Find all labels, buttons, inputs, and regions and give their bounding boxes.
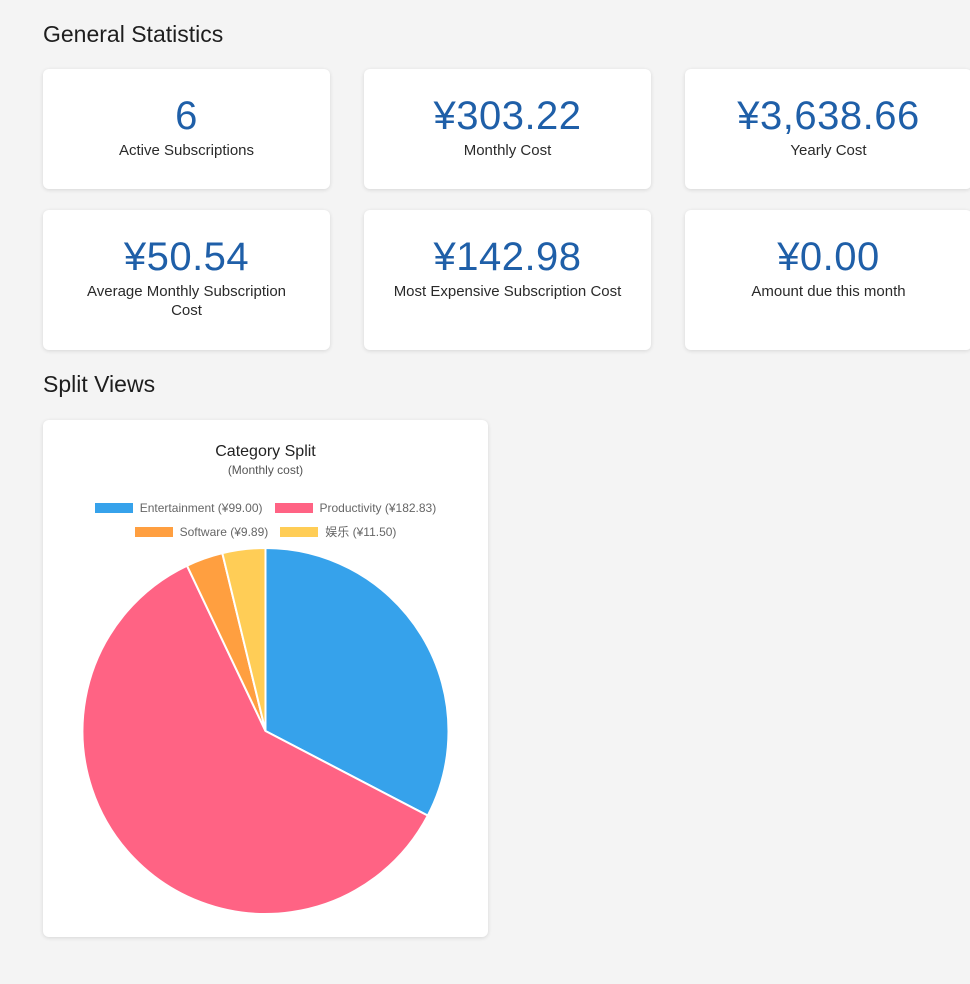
legend-label: Entertainment (¥99.00) <box>139 501 263 515</box>
legend-item-yule[interactable]: 娱乐 (¥11.50) <box>280 523 396 540</box>
section-title-split-views: Split Views <box>43 371 156 397</box>
stat-label: Average Monthly Subscription Cost <box>87 283 286 319</box>
stat-label: Amount due this month <box>751 283 906 300</box>
stat-label: Most Expensive Subscription Cost <box>393 283 622 300</box>
section-title-general-statistics: General Statistics <box>43 21 224 47</box>
stat-value: 6 <box>175 94 198 138</box>
stat-label: Yearly Cost <box>790 142 867 159</box>
pie-slice-entertainment[interactable] <box>264 546 450 817</box>
chart-subtitle: (Monthly cost) <box>227 463 304 477</box>
legend-label: Productivity (¥182.83) <box>319 501 437 515</box>
legend-label: 娱乐 (¥11.50) <box>325 525 397 539</box>
pie-slice-yule[interactable] <box>221 546 267 732</box>
stat-card-amount-due: ¥0.00 Amount due this month <box>685 210 970 350</box>
stat-value: ¥303.22 <box>433 94 582 138</box>
stat-value: ¥3,638.66 <box>737 94 920 138</box>
legend-item-software[interactable]: Software (¥9.89) <box>134 523 269 540</box>
stat-card-active-subscriptions: 6 Active Subscriptions <box>43 69 330 189</box>
stat-label: Monthly Cost <box>463 142 552 159</box>
stat-card-yearly-cost: ¥3,638.66 Yearly Cost <box>685 69 970 189</box>
legend-swatch <box>274 503 313 513</box>
legend-item-productivity[interactable]: Productivity (¥182.83) <box>274 501 437 515</box>
stat-value: ¥50.54 <box>123 235 250 279</box>
legend-label: Software (¥9.89) <box>179 524 269 539</box>
stat-value: ¥0.00 <box>777 235 880 279</box>
stat-card-average-monthly-cost: ¥50.54 Average Monthly Subscription Cost <box>43 210 330 350</box>
legend-item-entertainment[interactable]: Entertainment (¥99.00) <box>94 501 263 515</box>
stat-card-monthly-cost: ¥303.22 Monthly Cost <box>364 69 651 189</box>
stat-value: ¥142.98 <box>433 235 582 279</box>
chart-legend-row: Entertainment (¥99.00) Productivity (¥18… <box>43 501 488 515</box>
pie-slice-productivity[interactable] <box>81 564 430 915</box>
legend-swatch <box>94 503 133 513</box>
chart-title: Category Split <box>215 443 316 460</box>
stat-card-most-expensive-cost: ¥142.98 Most Expensive Subscription Cost <box>364 210 651 350</box>
chart-legend-row: Software (¥9.89) 娱乐 (¥11.50) <box>43 523 488 540</box>
legend-swatch <box>280 526 319 537</box>
legend-swatch <box>134 526 173 537</box>
stat-label: Active Subscriptions <box>118 142 255 159</box>
category-split-pie-chart <box>81 546 450 915</box>
category-split-chart-card: Category Split (Monthly cost) Entertainm… <box>43 420 488 937</box>
